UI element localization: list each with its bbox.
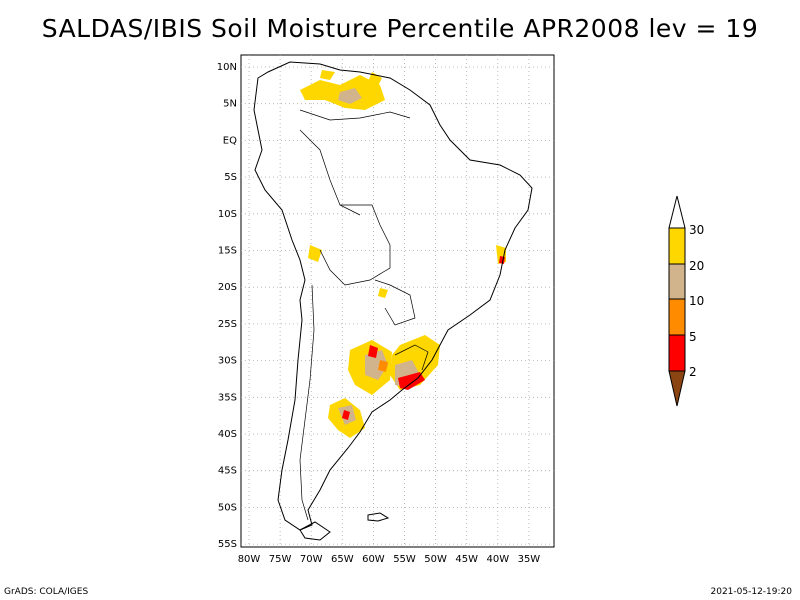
border-argentina-chile: [299, 284, 315, 521]
y-tick-label: 10N: [217, 62, 237, 73]
x-tick-label: 50W: [424, 554, 447, 565]
x-tick-label: 75W: [269, 554, 292, 565]
country-borders: [299, 109, 429, 521]
x-axis-labels: 80W 75W 70W 65W 60W 55W 50W 45W 40W 35W: [238, 554, 541, 565]
plot-frame: [240, 54, 555, 548]
falklands: [367, 512, 390, 522]
y-tick-label: 45S: [218, 466, 237, 477]
border-bolivia: [319, 204, 391, 286]
y-tick-label: 5N: [223, 99, 237, 110]
colorbar-label-2: 2: [689, 365, 697, 379]
shade-ne-argentina-orange: [378, 360, 388, 372]
y-tick-label: 25S: [218, 319, 237, 330]
x-tick-label: 45W: [455, 554, 478, 565]
colorbar-label-30: 30: [689, 223, 704, 237]
border-venezuela-brazil: [299, 109, 411, 121]
shade-guyana: [368, 72, 382, 86]
colorbar-swatch-20: [668, 263, 686, 300]
south-america-outline: [253, 61, 533, 531]
x-tick-label: 35W: [518, 554, 541, 565]
y-tick-label: 5S: [224, 172, 237, 183]
y-tick-label: EQ: [223, 135, 237, 146]
colorbar-label-20: 20: [689, 259, 704, 273]
shade-paraguay: [378, 288, 388, 298]
border-paraguay: [374, 279, 416, 326]
coastline: [253, 61, 533, 541]
moisture-shading: [300, 70, 506, 438]
y-tick-label: 30S: [218, 356, 237, 367]
footer-grads-credit: GrADS: COLA/IGES: [4, 587, 89, 597]
shade-pampas-red: [342, 410, 350, 420]
colorbar-label-5: 5: [689, 330, 697, 344]
colorbar-bottom-triangle: [668, 370, 686, 407]
colorbar-swatch-30: [668, 227, 686, 265]
y-tick-label: 20S: [218, 282, 237, 293]
x-tick-label: 40W: [486, 554, 509, 565]
colorbar: 30 20 10 5 2: [668, 195, 704, 407]
y-tick-label: 10S: [218, 209, 237, 220]
footer-timestamp: 2021-05-12-19:20: [710, 587, 793, 597]
y-tick-label: 55S: [218, 539, 237, 550]
x-tick-label: 80W: [238, 554, 261, 565]
colorbar-swatch-10: [668, 298, 686, 336]
shade-uruguay-red: [398, 372, 425, 390]
y-tick-label: 40S: [218, 429, 237, 440]
x-tick-label: 65W: [331, 554, 354, 565]
y-axis-labels: 10N 5N EQ 5S 10S 15S 20S 25S 30S 35S 40S 45S 50S 55S: [217, 62, 237, 550]
gridlines: [241, 55, 554, 547]
y-tick-label: 15S: [218, 246, 237, 257]
colorbar-top-triangle: [668, 195, 686, 229]
shade-andes: [308, 245, 322, 262]
shade-venezuela-tan: [338, 88, 362, 104]
chart-title: SALDAS/IBIS Soil Moisture Percentile APR…: [41, 14, 759, 43]
border-uruguay: [394, 344, 429, 371]
shade-colombia: [320, 70, 335, 80]
shade-ne-argentina-tan: [365, 350, 388, 380]
border-peru-brazil: [299, 129, 361, 216]
colorbar-label-10: 10: [689, 294, 704, 308]
x-tick-label: 70W: [300, 554, 323, 565]
tierra-del-fuego: [299, 521, 331, 541]
colorbar-swatch-5: [668, 334, 686, 372]
y-tick-label: 50S: [218, 502, 237, 513]
y-tick-label: 35S: [218, 392, 237, 403]
x-tick-label: 55W: [393, 554, 416, 565]
shade-ne-argentina-red: [368, 345, 378, 358]
x-tick-label: 60W: [362, 554, 385, 565]
